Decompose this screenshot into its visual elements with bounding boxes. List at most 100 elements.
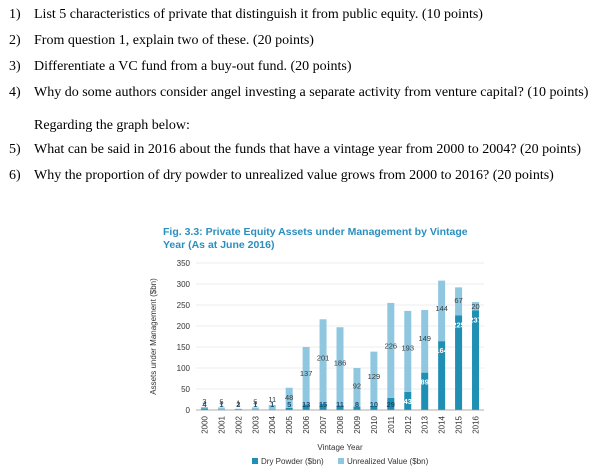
bar-dry-2009 [353,406,361,410]
question-text: List 5 characteristics of private that d… [34,7,483,22]
legend-label-unrealized: Unrealized Value ($bn) [347,457,429,466]
data-label-dry: 1 [219,400,223,409]
data-label-unrealized: 149 [418,334,431,343]
data-label-dry: 237 [469,315,482,324]
x-axis-label: Vintage Year [317,443,363,452]
x-tick-label: 2016 [472,415,481,433]
x-tick-label: 2002 [234,415,243,433]
y-tick-label: 350 [177,259,191,268]
data-label-unrealized: 1 [236,399,240,408]
bar-unrealized-2011 [387,302,395,398]
x-tick-label: 2001 [217,415,226,433]
data-label-dry: 11 [336,400,344,409]
data-label-dry: 225 [452,321,465,330]
legend-swatch-unrealized [338,458,344,464]
data-label-unrealized: 144 [435,304,448,313]
data-label-dry: 15 [319,400,327,409]
x-tick-label: 2003 [251,415,260,433]
data-label-dry: 5 [287,400,291,409]
data-label-dry: 1 [253,400,257,409]
bar-unrealized-2004 [268,404,276,410]
bar-unrealized-2012 [404,310,412,392]
data-label-dry: 43 [404,397,412,406]
bar-unrealized-2009 [353,368,361,407]
bar-dry-2005 [285,407,293,410]
data-label-unrealized: 193 [402,343,415,352]
bar-unrealized-2002 [234,408,242,410]
question-number: 4) [9,85,21,100]
bar-dry-2013 [421,372,429,410]
x-tick-label: 2004 [268,415,277,433]
data-label-unrealized: 201 [317,353,330,362]
bar-dry-2014 [438,341,446,410]
question-text: From question 1, explain two of these. (… [34,33,314,48]
bar-unrealized-2001 [217,407,225,410]
data-label-unrealized: 3 [202,397,206,406]
x-tick-label: 2005 [285,415,294,433]
bar-dry-2002 [234,409,242,410]
data-label-dry: 89 [421,378,429,387]
bar-dry-2010 [370,405,378,410]
question-text: Differentiate a VC fund from a buy-out f… [34,59,352,74]
data-label-dry: 29 [387,400,395,409]
y-tick-label: 300 [177,280,191,289]
data-label-unrealized: 48 [285,393,293,402]
data-label-dry: 2 [236,400,240,409]
bar-unrealized-2013 [421,310,429,373]
data-label-unrealized: 20 [471,302,479,311]
question-number: 2) [9,33,21,48]
question-number: 6) [9,168,21,183]
question-number: 5) [9,142,21,157]
x-tick-label: 2008 [336,415,345,433]
bar-unrealized-2006 [302,347,310,405]
x-tick-label: 2013 [421,415,430,433]
data-label-dry: 13 [302,400,310,409]
bar-unrealized-2007 [319,319,327,404]
bar-dry-2006 [302,404,310,410]
question-number: 3) [9,59,21,74]
bar-unrealized-2003 [251,407,259,410]
y-tick-label: 50 [181,385,190,394]
data-label-unrealized: 5 [219,397,223,406]
data-label-dry: 10 [370,400,378,409]
bar-dry-2015 [455,315,463,410]
x-tick-label: 2012 [404,415,413,433]
x-tick-label: 2014 [438,415,447,433]
question-text: Why do some authors consider angel inves… [34,85,589,100]
bar-unrealized-2014 [438,280,446,342]
legend-label-dry: Dry Powder ($bn) [261,457,324,466]
bar-dry-2016 [472,310,480,410]
bar-dry-2011 [387,397,395,410]
bar-dry-2008 [336,405,344,410]
y-tick-label: 150 [177,343,191,352]
bar-dry-2007 [319,403,327,410]
bar-dry-2012 [404,391,412,410]
data-label-dry: 1 [270,400,274,409]
y-tick-label: 100 [177,364,191,373]
chart-title: Fig. 3.3: Private Equity Assets under Ma… [163,226,468,251]
data-label-dry: 8 [355,400,359,409]
question-number: 1) [9,7,21,22]
data-label-unrealized: 92 [353,381,361,390]
data-label-unrealized: 186 [334,358,347,367]
bar-unrealized-2000 [200,407,208,409]
data-label-unrealized: 226 [385,342,398,351]
section-heading: Regarding the graph below: [34,118,190,133]
bar-unrealized-2016 [472,302,480,311]
data-label-unrealized: 137 [300,369,313,378]
y-tick-label: 200 [177,322,191,331]
x-tick-label: 2010 [370,415,379,433]
x-tick-label: 2015 [455,415,464,433]
x-tick-label: 2000 [200,415,209,433]
data-label-unrealized: 67 [454,296,462,305]
legend-swatch-dry [252,458,258,464]
y-axis-label: Assets under Management ($bn) [149,278,158,395]
y-tick-label: 0 [186,406,191,415]
bar-unrealized-2015 [455,287,463,316]
x-tick-label: 2007 [319,415,328,433]
x-tick-label: 2011 [387,415,396,433]
bar-unrealized-2010 [370,351,378,406]
x-tick-label: 2006 [302,415,311,433]
data-label-dry: 164 [435,346,448,355]
